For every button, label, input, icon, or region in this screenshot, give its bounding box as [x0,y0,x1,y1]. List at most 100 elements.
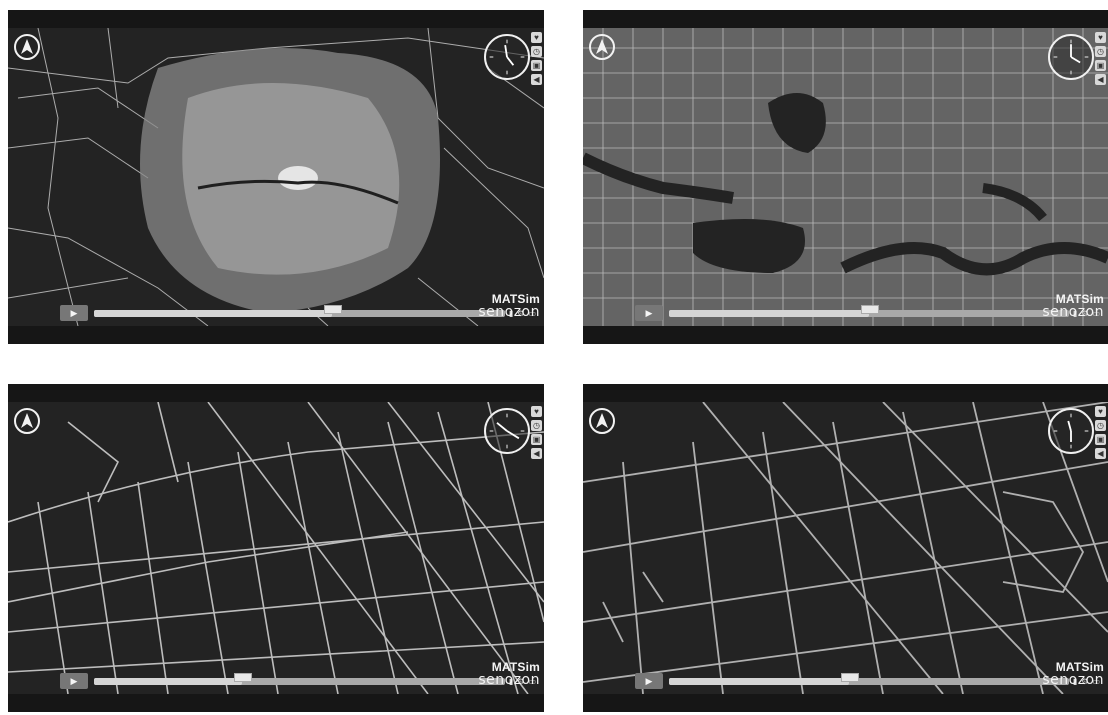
navigate-icon[interactable]: ◀ [1095,74,1106,85]
clock-icon [484,34,530,80]
timeline-thumb[interactable] [840,672,859,682]
clock-button-icon[interactable]: ◷ [531,46,542,57]
heart-icon[interactable]: ♥ [531,406,542,417]
map-panel-2: ♥ ◷ ▣ ◀ ▶ ▮ ⚙ ▭ MATSim senozon [583,10,1108,344]
play-button[interactable]: ▶ [635,305,663,321]
side-buttons: ♥ ◷ ▣ ◀ [531,406,542,459]
side-buttons: ♥ ◷ ▣ ◀ [1095,406,1106,459]
control-icons: ▮ ⚙ ▭ [1073,677,1100,686]
control-icons: ▮ ⚙ ▭ [1073,309,1100,318]
north-arrow-icon[interactable] [14,408,40,434]
brand-logo: MATSim senozon [1042,661,1104,688]
navigate-icon[interactable]: ◀ [531,74,542,85]
play-icon: ▶ [645,675,653,686]
network-map[interactable] [583,402,1108,694]
brand-logo: MATSim senozon [478,293,540,320]
matsim-logo: MATSim [491,292,540,306]
network-map[interactable] [8,28,544,326]
player-controls: ▶ ▮ ⚙ ▭ [60,672,536,690]
clock-button-icon[interactable]: ◷ [1095,46,1106,57]
timeline-slider[interactable] [94,672,505,685]
timeline-slider[interactable] [94,304,505,317]
map-panel-4: ♥ ◷ ▣ ◀ ▶ ▮ ⚙ ▭ MATSim senozon [583,384,1108,712]
screen-icon[interactable]: ▭ [528,308,536,318]
clock-button-icon[interactable]: ◷ [1095,420,1106,431]
player-controls: ▶ ▮ ⚙ ▭ [635,304,1100,322]
north-arrow-icon[interactable] [589,34,615,60]
control-icons: ▮ ⚙ ▭ [509,677,536,686]
north-arrow-icon[interactable] [14,34,40,60]
top-bar [8,10,544,28]
bottom-bar [583,326,1108,344]
timeline-slider[interactable] [669,672,1069,685]
network-map[interactable] [8,402,544,694]
network-svg [8,28,544,326]
bottom-bar [583,694,1108,712]
control-icons: ▮ ⚙ ▭ [509,309,536,318]
matsim-logo: MATSim [1055,660,1104,674]
map-panel-1: ♥ ◷ ▣ ◀ ▶ ▮ ⚙ ▭ MATSim senozon [8,10,544,344]
clock-icon [1048,408,1094,454]
screen-icon[interactable]: ▭ [1092,676,1100,686]
senozon-logo: senozon [1042,672,1104,688]
layers-icon[interactable]: ▣ [531,60,542,71]
brand-logo: MATSim senozon [1042,293,1104,320]
play-icon: ▶ [70,307,78,318]
gear-icon[interactable]: ⚙ [1081,676,1089,686]
network-map[interactable] [583,28,1108,326]
screen-icon[interactable]: ▭ [1092,308,1100,318]
side-buttons: ♥ ◷ ▣ ◀ [531,32,542,85]
volume-icon[interactable]: ▮ [1072,676,1078,686]
clock-icon [1048,34,1094,80]
bottom-bar [8,326,544,344]
heart-icon[interactable]: ♥ [1095,32,1106,43]
volume-icon[interactable]: ▮ [508,676,514,686]
screen-icon[interactable]: ▭ [528,676,536,686]
timeline-thumb[interactable] [233,672,252,682]
timeline-slider[interactable] [669,304,1069,317]
timeline-fill [94,677,242,685]
gear-icon[interactable]: ⚙ [517,676,525,686]
senozon-logo: senozon [1042,304,1104,320]
player-controls: ▶ ▮ ⚙ ▭ [60,304,536,322]
gear-icon[interactable]: ⚙ [517,308,525,318]
clock-icon [484,408,530,454]
navigate-icon[interactable]: ◀ [1095,448,1106,459]
timeline-fill [669,677,849,685]
play-button[interactable]: ▶ [635,673,663,689]
brand-logo: MATSim senozon [478,661,540,688]
timeline-thumb[interactable] [860,304,879,314]
senozon-logo: senozon [478,672,540,688]
heart-icon[interactable]: ♥ [1095,406,1106,417]
side-buttons: ♥ ◷ ▣ ◀ [1095,32,1106,85]
navigate-icon[interactable]: ◀ [531,448,542,459]
top-bar [8,384,544,402]
network-svg [583,402,1108,694]
play-button[interactable]: ▶ [60,305,88,321]
layers-icon[interactable]: ▣ [1095,60,1106,71]
volume-icon[interactable]: ▮ [508,308,514,318]
gear-icon[interactable]: ⚙ [1081,308,1089,318]
player-controls: ▶ ▮ ⚙ ▭ [635,672,1100,690]
top-bar [583,384,1108,402]
layers-icon[interactable]: ▣ [1095,434,1106,445]
volume-icon[interactable]: ▮ [1072,308,1078,318]
play-icon: ▶ [70,675,78,686]
layers-icon[interactable]: ▣ [531,434,542,445]
heart-icon[interactable]: ♥ [531,32,542,43]
timeline-fill [669,309,869,317]
bottom-bar [8,694,544,712]
matsim-logo: MATSim [491,660,540,674]
timeline-thumb[interactable] [324,304,343,314]
north-arrow-icon[interactable] [589,408,615,434]
timeline-fill [94,309,333,317]
top-bar [583,10,1108,28]
network-svg [8,402,544,694]
play-icon: ▶ [645,307,653,318]
network-svg [583,28,1108,326]
matsim-logo: MATSim [1055,292,1104,306]
play-button[interactable]: ▶ [60,673,88,689]
senozon-logo: senozon [478,304,540,320]
map-panel-3: ♥ ◷ ▣ ◀ ▶ ▮ ⚙ ▭ MATSim senozon [8,384,544,712]
clock-button-icon[interactable]: ◷ [531,420,542,431]
